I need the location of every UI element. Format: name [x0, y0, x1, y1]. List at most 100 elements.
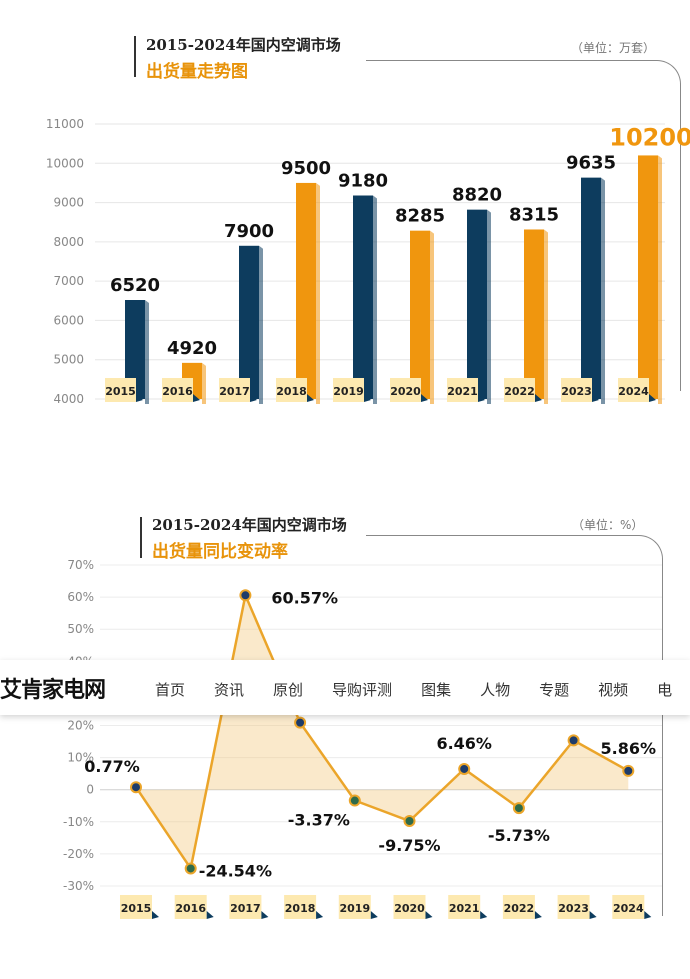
bar — [125, 300, 145, 399]
category-label-tab — [649, 394, 656, 402]
category-label: 2022 — [504, 385, 535, 398]
category-label: 2024 — [613, 902, 644, 915]
category-label-bg — [284, 895, 317, 919]
y-tick-label: 6000 — [53, 313, 84, 327]
bar — [467, 209, 487, 399]
category-label: 2016 — [175, 902, 206, 915]
data-point — [294, 716, 307, 729]
category-label: 2023 — [558, 902, 589, 915]
category-label-tab — [644, 911, 652, 919]
y-tick-label: 4000 — [53, 392, 84, 406]
data-label: 9635 — [566, 153, 616, 174]
category-label-tab — [136, 394, 143, 402]
category-label-bg — [333, 378, 364, 402]
nav-item-people[interactable]: 人物 — [480, 681, 511, 699]
category-label: 2019 — [339, 902, 370, 915]
data-point — [403, 814, 416, 827]
data-point — [239, 589, 252, 602]
bar — [353, 195, 373, 399]
category-label: 2022 — [504, 902, 535, 915]
bar-side — [316, 182, 320, 404]
category-label-tab — [261, 911, 269, 919]
nav-item-topics[interactable]: 专题 — [539, 681, 570, 699]
category-label-bg — [120, 895, 152, 919]
y-tick-label: 10% — [67, 751, 94, 765]
nav-item-video[interactable]: 视频 — [598, 681, 629, 699]
chart1-title: 2015-2024年国内空调市场 — [146, 36, 341, 54]
data-label: 9500 — [281, 158, 331, 179]
data-label: -3.37% — [288, 811, 350, 830]
category-label-bg — [219, 378, 250, 402]
data-point — [512, 802, 525, 815]
data-label: 8820 — [452, 185, 502, 206]
category-label: 2015 — [121, 902, 152, 915]
category-label-tab — [250, 394, 257, 402]
y-tick-label: 60% — [67, 590, 94, 604]
category-label-tab — [307, 394, 314, 402]
nav-item-reviews[interactable]: 导购评测 — [332, 681, 393, 699]
data-point — [567, 734, 580, 747]
category-label-tab — [421, 394, 428, 402]
data-label: 4920 — [167, 338, 217, 359]
y-tick-label: 5000 — [53, 353, 84, 367]
nav-item-news[interactable]: 资讯 — [214, 681, 245, 699]
chart1-subtitle: 出货量走势图 — [146, 62, 248, 82]
y-tick-label: 9000 — [53, 196, 84, 210]
nav-item-appliance[interactable]: 电 — [657, 681, 673, 699]
y-tick-label: -10% — [63, 815, 94, 829]
bar — [581, 177, 601, 399]
chart2-title: 2015-2024年国内空调市场 — [152, 516, 347, 534]
y-tick-label: -30% — [63, 879, 94, 893]
bar — [638, 155, 658, 399]
category-label: 2017 — [219, 385, 250, 398]
bar-side — [430, 230, 434, 404]
data-point — [622, 764, 635, 777]
y-tick-label: 0 — [86, 783, 94, 797]
category-label-tab — [152, 911, 159, 919]
bar-side — [601, 177, 605, 404]
y-tick-label: 70% — [67, 558, 94, 572]
data-label: -24.54% — [199, 861, 272, 880]
category-label-bg — [557, 895, 590, 919]
bar — [410, 230, 430, 399]
category-label: 2016 — [162, 385, 193, 398]
category-label: 2020 — [394, 902, 425, 915]
bar-side — [544, 229, 548, 404]
y-tick-label: 10000 — [46, 156, 84, 170]
category-label-bg — [561, 378, 592, 402]
nav-menu: 首页 资讯 原创 导购评测 图集 人物 专题 视频 电 — [155, 679, 690, 700]
category-label-bg — [276, 378, 307, 402]
data-point — [130, 781, 142, 794]
category-label: 2019 — [333, 385, 364, 398]
nav-item-gallery[interactable]: 图集 — [421, 681, 452, 699]
data-label: -5.73% — [488, 826, 550, 845]
site-logo[interactable]: 艾肯家电网 — [0, 678, 106, 703]
data-point — [184, 862, 197, 875]
nav-item-original[interactable]: 原创 — [273, 681, 304, 699]
category-label-tab — [425, 911, 433, 919]
category-label: 2020 — [390, 385, 421, 398]
data-label: 10200 — [609, 123, 690, 151]
nav-item-home[interactable]: 首页 — [155, 681, 186, 699]
category-label: 2018 — [276, 385, 307, 398]
category-label-tab — [364, 394, 371, 402]
bar-side — [658, 155, 662, 404]
data-label: 5.86% — [601, 739, 657, 758]
category-label-bg — [105, 378, 136, 402]
category-label: 2023 — [561, 385, 592, 398]
category-label-tab — [193, 394, 200, 402]
data-point — [458, 762, 471, 775]
bar-side — [373, 195, 377, 404]
category-label: 2017 — [230, 902, 261, 915]
chart1-frame — [366, 60, 681, 391]
bar — [524, 229, 544, 399]
category-label-bg — [612, 895, 645, 919]
category-label: 2021 — [449, 902, 480, 915]
y-tick-label: 20% — [67, 719, 94, 733]
y-tick-label: -20% — [63, 847, 94, 861]
category-label-tab — [206, 911, 214, 919]
category-label-tab — [480, 911, 488, 919]
chart1-plot: 4000 5000 6000 7000 8000 9000 10000 11000 2015 65… — [46, 117, 690, 406]
category-label-tab — [534, 911, 542, 919]
bar — [296, 182, 316, 399]
